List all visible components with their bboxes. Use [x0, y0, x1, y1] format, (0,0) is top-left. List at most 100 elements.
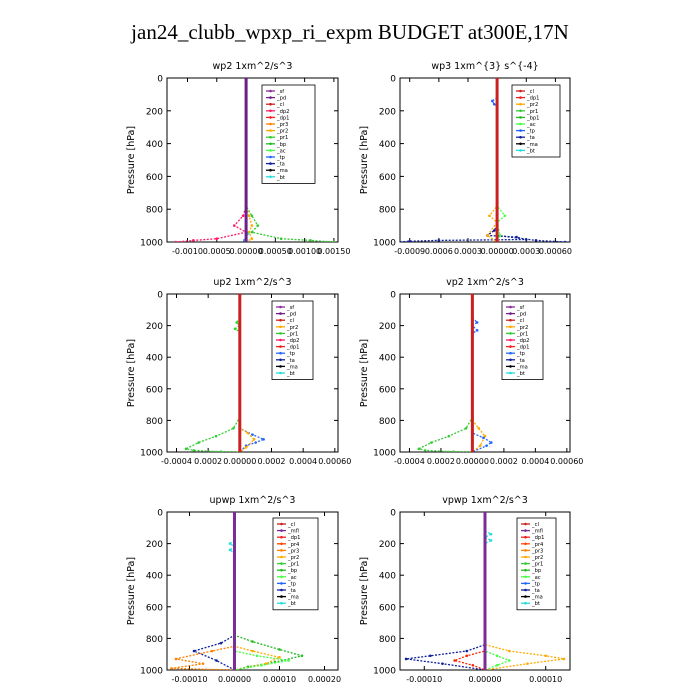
x-tick-label: -0.0004: [161, 457, 192, 466]
series-point: [184, 447, 188, 451]
legend-marker: [269, 155, 272, 159]
legend-label: _pr3: [531, 548, 543, 554]
series-point: [470, 450, 475, 452]
legend-marker: [280, 582, 283, 585]
legend-marker: [279, 305, 282, 309]
x-tick-label: 0.00060: [539, 247, 572, 256]
series-point: [219, 450, 223, 452]
series-point: [495, 654, 499, 658]
series-point: [400, 240, 402, 242]
legend-marker: [524, 535, 527, 539]
chart-title: vp2 1xm^2/s^3: [446, 277, 524, 288]
legend-marker: [524, 595, 527, 598]
series-point: [492, 229, 496, 232]
x-tick-label: 0.0004: [521, 457, 549, 466]
legend-label: _sf: [516, 305, 524, 311]
y-axis-label: Pressure [hPa]: [359, 557, 370, 625]
series-point: [483, 668, 487, 670]
series-point: [544, 654, 548, 658]
y-tick-label: 200: [146, 540, 163, 550]
x-tick-label: 0.00050: [259, 247, 292, 256]
series-point: [235, 321, 238, 324]
legend-label: _ac: [276, 148, 286, 154]
series-point: [246, 431, 250, 435]
series-point: [174, 240, 178, 242]
x-tick-label: 0.00060: [318, 457, 351, 466]
legend-label: _pr2: [276, 129, 288, 135]
y-tick-label: 0: [390, 291, 396, 301]
legend-label: _dp1: [276, 115, 289, 121]
series-point: [332, 240, 336, 242]
series-point: [441, 662, 444, 665]
legend-label: _cl: [287, 522, 295, 528]
legend-label: _dp1: [516, 345, 529, 351]
legend-label: _bp: [287, 568, 298, 574]
series-point: [430, 441, 433, 444]
y-tick-label: 200: [379, 540, 396, 550]
series-point: [247, 214, 251, 218]
y-tick-label: 0: [157, 509, 163, 519]
plot-frame: [399, 293, 571, 453]
legend-label: _pr3: [287, 548, 299, 554]
legend-marker: [269, 116, 272, 119]
series-point: [453, 659, 456, 662]
legend-marker: [269, 89, 272, 93]
legend-label: _ma: [531, 595, 543, 601]
series-point: [492, 102, 496, 106]
series-point: [192, 449, 196, 452]
series-point: [465, 649, 469, 653]
y-tick-label: 800: [379, 635, 396, 645]
series-point: [483, 512, 487, 514]
series-point: [244, 445, 248, 449]
legend-label: _pr1: [531, 562, 543, 568]
legend-marker: [519, 149, 522, 152]
series-group: [404, 512, 566, 670]
legend-marker: [279, 332, 282, 335]
series-point: [252, 438, 256, 441]
legend-marker: [279, 345, 282, 348]
legend-label: _ac: [287, 575, 297, 581]
y-tick-label: 800: [379, 417, 396, 427]
legend-marker: [524, 549, 527, 552]
series-point: [251, 433, 254, 436]
legend-marker: [524, 555, 527, 559]
legend-marker: [280, 535, 283, 539]
legend-marker: [269, 175, 272, 179]
legend-label: _ac: [526, 122, 536, 128]
series-point: [254, 441, 257, 444]
legend-label: _ta: [276, 162, 285, 168]
legend-label: _ma: [516, 364, 528, 370]
chart-title: wp2 1xm^2/s^3: [213, 61, 293, 72]
legend-marker: [280, 542, 283, 546]
chart-panel-1: wp2 1xm^2/s^3 Pressure [hPa] 0 200 400 600 800…: [126, 61, 350, 256]
x-tick-label: 0.00000: [481, 247, 514, 256]
legend-marker: [524, 522, 527, 526]
y-tick-label: 0: [157, 75, 163, 85]
legend-marker: [524, 601, 527, 605]
legend-label: _bt: [526, 148, 535, 154]
series-point: [300, 654, 304, 658]
legend-label: _tp: [276, 155, 286, 161]
chart-panel-2: wp3 1xm^{3} s^{-4} Pressure [hPa] 0 200 400 6…: [359, 61, 572, 256]
legend-marker: [509, 371, 512, 375]
series-point: [228, 542, 232, 545]
y-tick-label: 800: [146, 206, 163, 216]
series-point: [495, 78, 499, 80]
x-tick-label: 0.00000: [223, 457, 256, 466]
legend-marker: [269, 168, 272, 172]
x-tick-label: 0.0004: [289, 457, 317, 466]
legend-marker: [280, 522, 283, 526]
y-tick-label: 400: [379, 572, 396, 582]
series-point: [495, 663, 499, 667]
legend-marker: [524, 529, 527, 532]
x-tick-label: 0.0005: [203, 247, 231, 256]
legend-label: _bp: [276, 142, 287, 148]
series-point: [238, 450, 242, 452]
series-point: [232, 512, 237, 514]
y-tick-label: 400: [146, 354, 163, 364]
series-point: [251, 640, 254, 643]
legend-label: _ta: [286, 358, 295, 364]
series-point: [507, 659, 511, 662]
legend-marker: [269, 129, 272, 132]
